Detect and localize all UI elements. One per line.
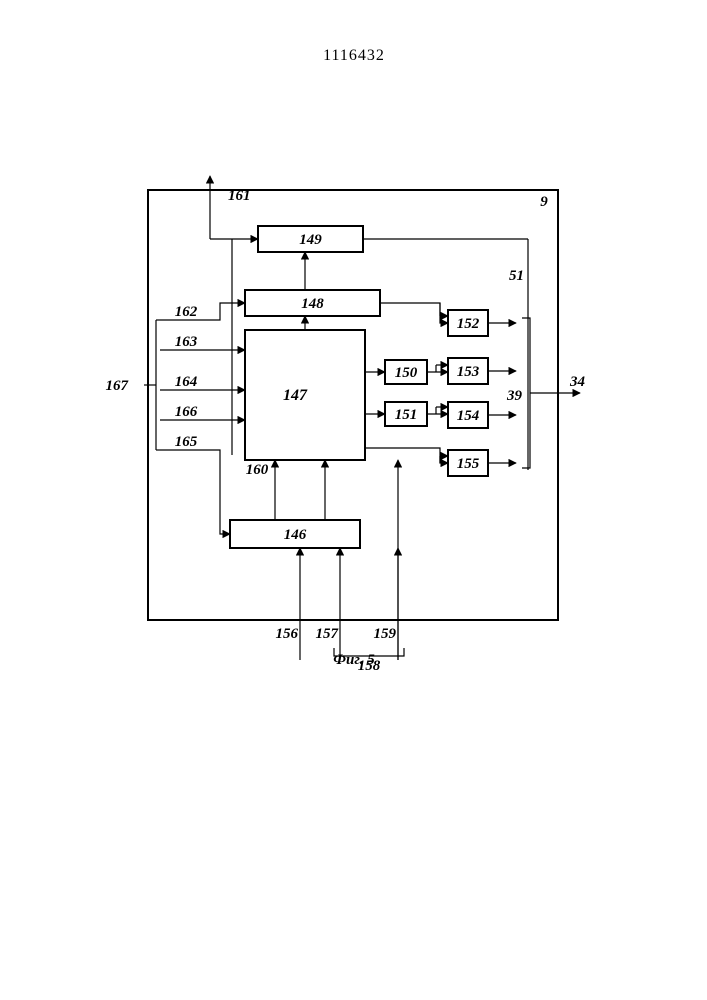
svg-text:157: 157 [316,626,339,642]
svg-text:39: 39 [506,388,523,404]
svg-text:153: 153 [457,364,480,380]
page-header: 1116432 [323,47,385,64]
svg-text:34: 34 [569,374,586,390]
svg-text:164: 164 [175,374,198,390]
svg-text:154: 154 [457,408,480,424]
svg-text:147: 147 [283,387,308,404]
svg-text:163: 163 [175,334,198,350]
svg-text:162: 162 [175,304,198,320]
svg-text:51: 51 [509,268,524,284]
svg-text:149: 149 [299,232,322,248]
svg-text:167: 167 [106,378,129,394]
svg-text:150: 150 [395,365,418,381]
svg-text:165: 165 [175,434,198,450]
figure-caption: Фиг. 5 [333,652,375,668]
frame-label-9: 9 [540,194,548,210]
svg-text:161: 161 [228,188,251,204]
svg-text:148: 148 [301,296,324,312]
svg-text:146: 146 [284,527,307,543]
svg-text:155: 155 [457,456,480,472]
svg-text:159: 159 [374,626,397,642]
svg-text:152: 152 [457,316,480,332]
svg-text:166: 166 [175,404,198,420]
svg-text:156: 156 [276,626,299,642]
svg-text:160: 160 [246,462,269,478]
svg-text:151: 151 [395,407,418,423]
